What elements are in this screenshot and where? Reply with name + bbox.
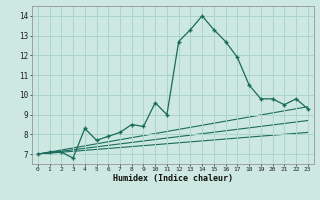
X-axis label: Humidex (Indice chaleur): Humidex (Indice chaleur) [113,174,233,183]
